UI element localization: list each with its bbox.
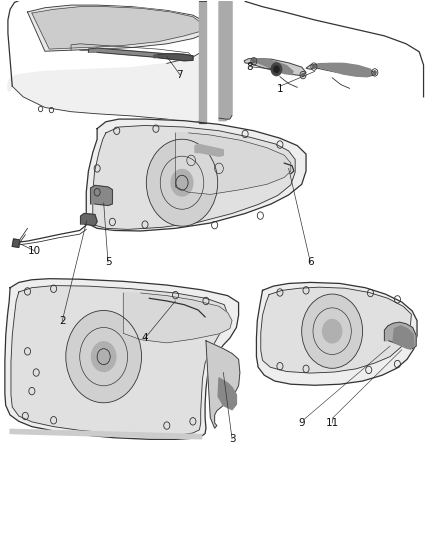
Text: 9: 9 [298, 418, 305, 428]
Circle shape [171, 169, 193, 196]
Circle shape [374, 71, 376, 74]
Text: 6: 6 [307, 257, 314, 267]
Polygon shape [256, 282, 417, 385]
Circle shape [253, 60, 255, 63]
Text: 10: 10 [28, 246, 41, 256]
Polygon shape [199, 2, 206, 123]
Polygon shape [32, 7, 201, 49]
Polygon shape [81, 214, 97, 225]
Polygon shape [195, 144, 223, 156]
Text: 8: 8 [246, 62, 253, 71]
Text: 1: 1 [277, 84, 283, 94]
Polygon shape [12, 239, 20, 247]
Polygon shape [28, 5, 206, 51]
Circle shape [67, 312, 141, 402]
Polygon shape [306, 63, 376, 77]
Circle shape [147, 140, 217, 225]
Polygon shape [154, 54, 193, 61]
Polygon shape [86, 119, 306, 231]
Polygon shape [10, 429, 201, 439]
Polygon shape [385, 322, 416, 349]
Text: 3: 3 [229, 434, 235, 444]
Polygon shape [88, 48, 193, 59]
Polygon shape [8, 49, 206, 122]
Polygon shape [206, 341, 240, 428]
Polygon shape [219, 2, 232, 120]
Circle shape [271, 63, 282, 76]
Circle shape [92, 342, 116, 372]
Polygon shape [218, 378, 237, 410]
Circle shape [302, 74, 304, 77]
Polygon shape [252, 59, 293, 75]
Polygon shape [261, 287, 411, 373]
Polygon shape [123, 293, 232, 343]
Text: 7: 7 [177, 70, 183, 79]
Polygon shape [393, 326, 414, 349]
Polygon shape [314, 63, 372, 77]
Polygon shape [91, 185, 113, 206]
Polygon shape [11, 286, 228, 435]
Polygon shape [176, 133, 291, 195]
Polygon shape [244, 59, 306, 76]
Circle shape [322, 319, 342, 343]
Circle shape [303, 295, 362, 367]
Text: 5: 5 [105, 257, 111, 267]
Polygon shape [93, 125, 295, 229]
Text: 2: 2 [59, 316, 66, 326]
Circle shape [274, 66, 279, 72]
Text: 4: 4 [142, 333, 148, 343]
Circle shape [313, 65, 315, 68]
Polygon shape [5, 279, 239, 439]
Text: 11: 11 [325, 418, 339, 428]
